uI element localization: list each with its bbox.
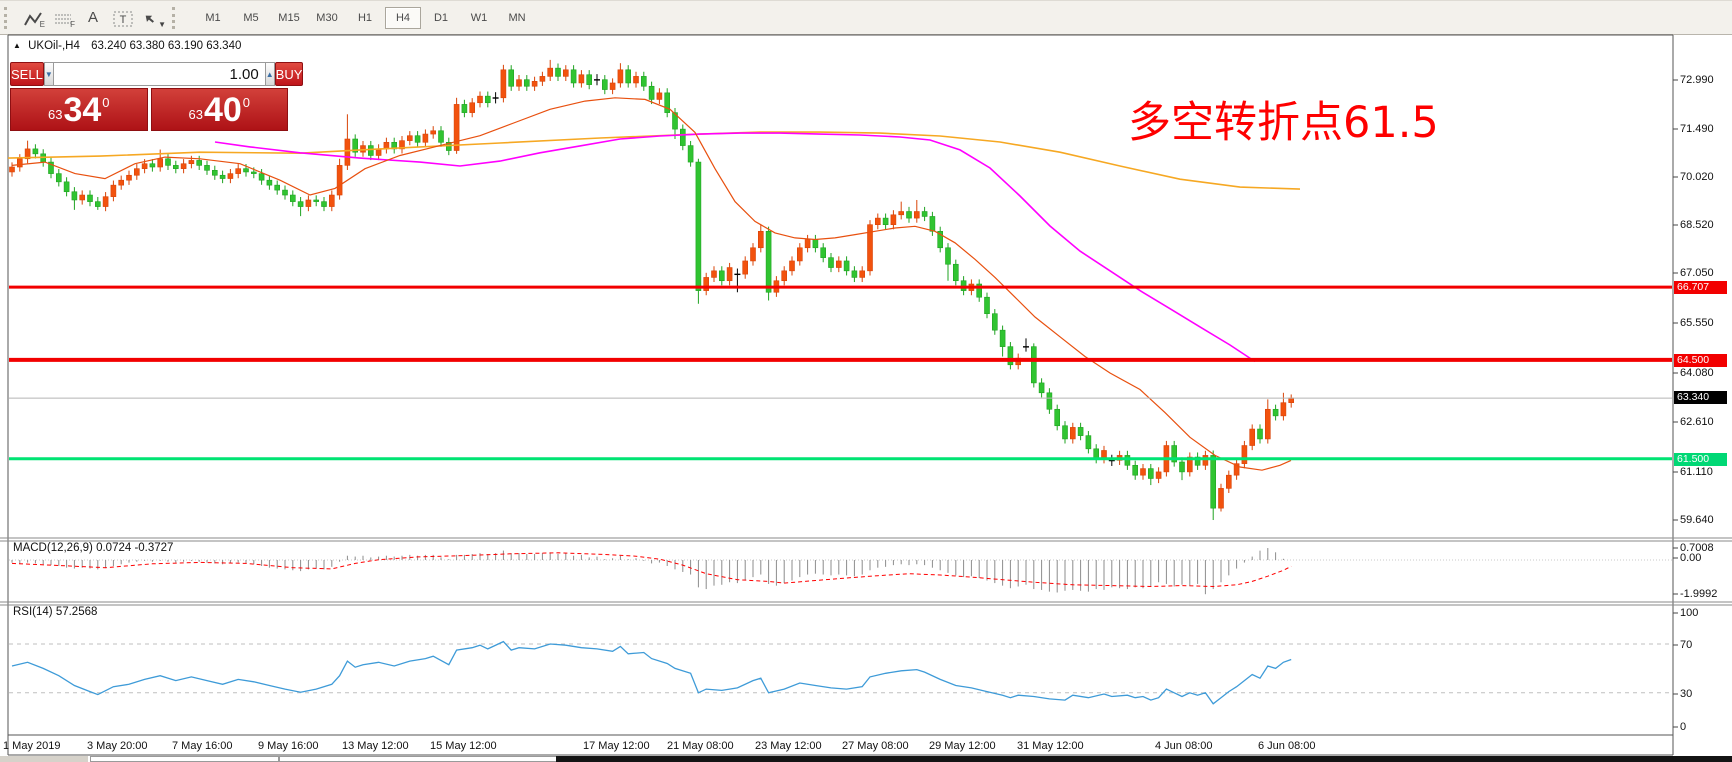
time-axis-label: 29 May 12:00 [929, 740, 996, 752]
price-axis-label: 62.610 [1680, 416, 1714, 428]
price-badge: 66.707 [1674, 280, 1727, 294]
time-axis-label: 31 May 12:00 [1017, 740, 1084, 752]
data-window-icon[interactable]: F [55, 14, 75, 29]
bottom-strip-segment [90, 756, 279, 762]
toolbar-drag-handle[interactable] [172, 6, 182, 29]
time-axis-label: 3 May 20:00 [87, 740, 148, 752]
timeframe-button-mn[interactable]: MN [508, 11, 526, 24]
bottom-strip-segment [279, 756, 557, 762]
timeframe-button-m30[interactable]: M30 [316, 11, 338, 24]
price-axis-label: 70.020 [1680, 171, 1714, 183]
symbol-name: UKOil-,H4 [28, 40, 80, 52]
svg-text:T: T [120, 14, 127, 26]
symbol-header: ▲ UKOil-,H4 63.240 63.380 63.190 63.340 [13, 40, 241, 52]
timeframe-button-h4[interactable]: H4 [385, 6, 421, 29]
bottom-strip-segment [556, 756, 1732, 762]
timeframe-button-d1[interactable]: D1 [433, 11, 449, 24]
chart-frame [0, 34, 1732, 756]
price-axis-label: 71.490 [1680, 123, 1714, 135]
price-axis-label: 65.550 [1680, 317, 1714, 329]
ma-fast-line [11, 97, 1292, 471]
symbol-ohlc: 63.240 63.380 63.190 63.340 [91, 40, 242, 52]
sell-price-pips: 34 [63, 90, 102, 129]
volume-increase-button[interactable]: ▲ [264, 62, 275, 86]
buy-price-big-figure: 63 [188, 107, 203, 122]
time-axis-label: 9 May 16:00 [258, 740, 319, 752]
price-badge: 63.340 [1674, 390, 1727, 404]
bottom-strip-segment [0, 756, 88, 762]
timeframe-button-m1[interactable]: M1 [205, 11, 221, 24]
indicator-list-icon[interactable]: E [20, 7, 46, 29]
time-axis-label: 13 May 12:00 [342, 740, 409, 752]
rsi-axis-label: 70 [1680, 639, 1693, 651]
chart-annotation-text: 多空转折点61.5 [1128, 98, 1439, 148]
sell-price-big-figure: 63 [47, 107, 63, 122]
toolbar: E F A T ▼ M1 M5 M15 M30 H1 H4 D1 W1 MN [0, 0, 1732, 35]
macd-axis-label: 0.00 [1680, 552, 1702, 564]
time-axis-label: 7 May 16:00 [172, 740, 233, 752]
time-axis-label: 17 May 12:00 [583, 740, 650, 752]
sell-price-panel[interactable]: 63 34 0 [10, 88, 148, 131]
time-axis-label: 1 May 2019 [3, 740, 61, 752]
buy-price-panel[interactable]: 63 40 0 [150, 88, 288, 131]
sell-price-fraction: 0 [102, 95, 110, 110]
chart-canvas[interactable] [0, 33, 1732, 762]
volume-input[interactable] [53, 62, 265, 86]
rsi-line [11, 640, 1292, 705]
arrows-tool-icon[interactable]: ▼ [140, 7, 166, 29]
axis-ticks [1673, 79, 1678, 728]
dropdown-caret-icon[interactable]: ▼ [158, 19, 166, 29]
collapse-triangle-icon[interactable]: ▲ [13, 41, 21, 50]
macd-label: MACD(12,26,9) 0.0724 -0.3727 [13, 542, 174, 554]
rsi-axis-label: 0 [1680, 721, 1687, 733]
text-label-icon[interactable]: A [87, 9, 98, 26]
time-axis-label: 6 Jun 08:00 [1258, 740, 1316, 752]
price-badge: 61.500 [1674, 452, 1727, 466]
buy-button[interactable]: BUY [274, 62, 304, 86]
time-axis-label: 15 May 12:00 [430, 740, 497, 752]
time-axis-label: 21 May 08:00 [667, 740, 734, 752]
timeframe-button-m5[interactable]: M5 [243, 11, 259, 24]
ma-mid-line [214, 132, 1256, 363]
macd-axis-label: 0.7008 [1680, 542, 1714, 554]
timeframe-button-m15[interactable]: M15 [278, 11, 300, 24]
text-box-icon[interactable]: T [110, 7, 136, 29]
panel-divider [147, 88, 151, 131]
timeframe-button-w1[interactable]: W1 [470, 11, 488, 24]
price-axis-label: 68.520 [1680, 219, 1714, 231]
macd-signal-line [11, 552, 1292, 588]
buy-price-fraction: 0 [242, 95, 251, 110]
macd-axis-label: -1.9992 [1680, 588, 1718, 600]
price-axis-label: 59.640 [1680, 514, 1714, 526]
buy-price-pips: 40 [203, 90, 242, 129]
ma-slow-line [7, 131, 1301, 190]
time-axis-label: 27 May 08:00 [842, 740, 909, 752]
price-badge: 64.500 [1674, 353, 1727, 367]
price-axis-label: 67.050 [1680, 267, 1714, 279]
one-click-trade-panel: SELL ▼ ▲ BUY 63 34 0 63 40 0 [10, 62, 304, 131]
time-axis-label: 23 May 12:00 [755, 740, 822, 752]
timeframe-bar: M1 M5 M15 M30 H1 H4 D1 W1 MN [194, 6, 536, 29]
rsi-label: RSI(14) 57.2568 [13, 606, 98, 618]
sell-button[interactable]: SELL [10, 62, 44, 86]
timeframe-button-h1[interactable]: H1 [357, 11, 373, 24]
price-axis-label: 61.110 [1680, 466, 1713, 478]
toolbar-drag-handle[interactable] [4, 6, 14, 29]
rsi-axis-label: 30 [1680, 688, 1693, 700]
price-axis-label: 64.080 [1680, 367, 1714, 379]
time-axis-label: 4 Jun 08:00 [1155, 740, 1213, 752]
price-axis-label: 72.990 [1680, 74, 1714, 86]
candlesticks [9, 59, 1294, 521]
volume-decrease-button[interactable]: ▼ [43, 62, 54, 86]
rsi-axis-label: 100 [1680, 607, 1699, 619]
